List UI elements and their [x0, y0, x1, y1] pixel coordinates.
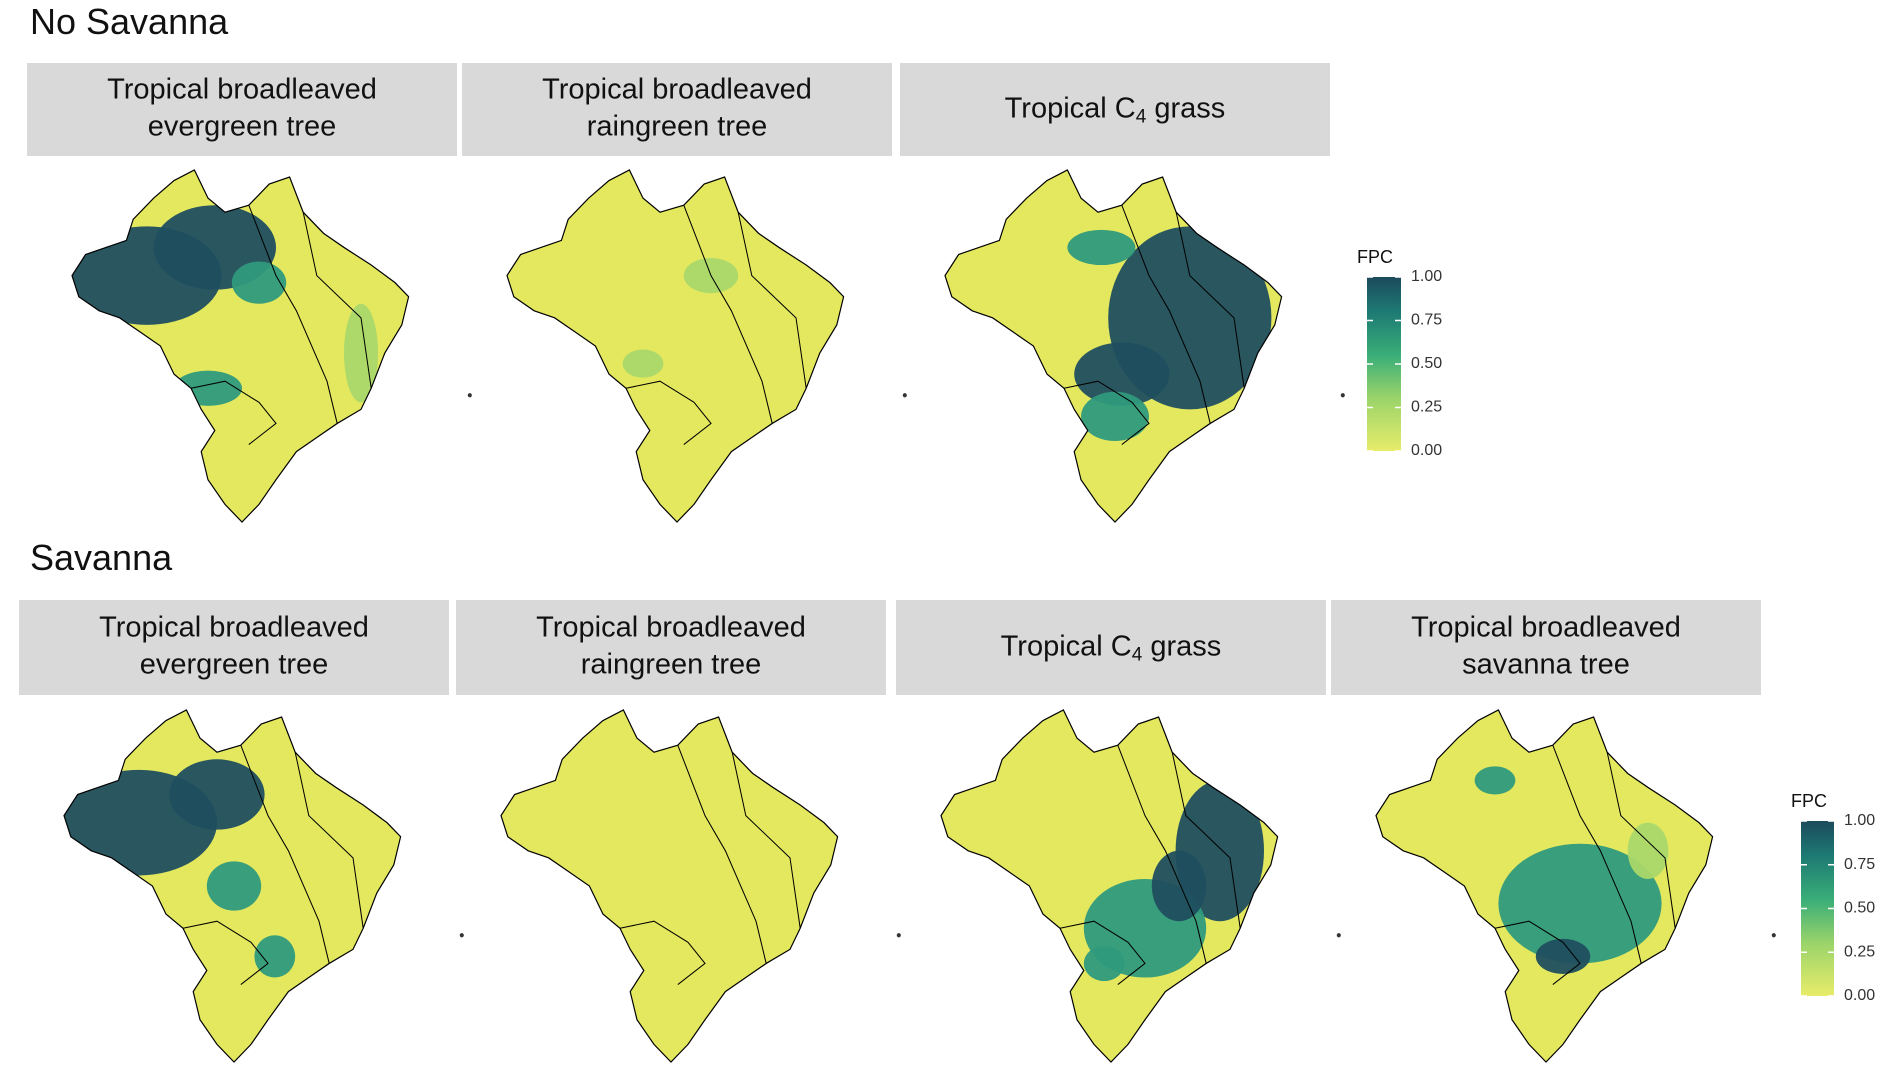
- map: [943, 168, 1345, 524]
- colorbar-title: FPC: [1791, 791, 1827, 811]
- panel-label: evergreen tree: [140, 649, 329, 681]
- panel-header: [896, 600, 1326, 695]
- island: [1336, 933, 1341, 938]
- map-region: [622, 349, 664, 378]
- map-region: [254, 935, 296, 978]
- map: [505, 168, 907, 524]
- map-border: [1606, 752, 1676, 929]
- map-border: [619, 920, 706, 985]
- map-fill: [64, 710, 401, 1062]
- section-title: No Savanna: [30, 1, 229, 42]
- panel-header: [462, 63, 892, 156]
- island: [902, 393, 907, 398]
- map-fill: [507, 170, 844, 522]
- map-region: [1081, 391, 1149, 442]
- colorbar-label: 0.75: [1411, 312, 1442, 329]
- section-title: Savanna: [30, 537, 173, 578]
- map-border: [737, 212, 807, 389]
- map: [62, 708, 464, 1064]
- label-text: Tropical C: [1001, 630, 1132, 662]
- panel-label: evergreen tree: [148, 111, 337, 143]
- panel-label: Tropical broadleaved: [1411, 612, 1681, 644]
- map-region: [1627, 822, 1669, 879]
- colorbar-label: 0.50: [1844, 900, 1875, 917]
- map-region: [1535, 938, 1591, 974]
- map: [939, 708, 1341, 1064]
- colorbar-label: 1.00: [1844, 812, 1875, 829]
- island: [467, 393, 472, 398]
- panel-header: [27, 63, 457, 156]
- map-fill: [1376, 710, 1713, 1062]
- label-tail: grass: [1146, 92, 1225, 124]
- colorbar-label: 0.00: [1844, 987, 1875, 1004]
- panel-label: Tropical C4 grass: [1005, 92, 1226, 127]
- map-fill: [72, 170, 409, 522]
- map-border: [683, 205, 773, 424]
- island: [896, 933, 901, 938]
- map-background: [501, 710, 838, 1062]
- map-border: [1117, 745, 1207, 964]
- map-border: [677, 745, 767, 964]
- map-fill: [501, 710, 838, 1062]
- map-border: [190, 380, 277, 445]
- panel-header: [1331, 600, 1761, 695]
- map-border: [302, 212, 372, 389]
- label-text: Tropical C: [1005, 92, 1136, 124]
- map-fill: [941, 710, 1278, 1062]
- map-region: [1498, 843, 1662, 964]
- map-border: [1063, 380, 1150, 445]
- panel-label: Tropical C4 grass: [1001, 630, 1222, 665]
- colorbar-label: 1.00: [1411, 268, 1442, 285]
- map: [70, 168, 472, 524]
- panel-header: [456, 600, 886, 695]
- colorbar-title: FPC: [1357, 247, 1393, 267]
- map-background: [507, 170, 844, 522]
- panel-label: raingreen tree: [587, 111, 768, 143]
- map-fill: [945, 170, 1282, 522]
- label-tail: grass: [1142, 630, 1221, 662]
- map-border: [731, 752, 801, 929]
- map-border: [1121, 205, 1211, 424]
- panel-label: Tropical broadleaved: [536, 612, 806, 644]
- panel-label: raingreen tree: [581, 649, 762, 681]
- label-subscript: 4: [1132, 645, 1143, 666]
- map-region: [231, 261, 287, 304]
- map-border: [1059, 920, 1146, 985]
- map-region: [1067, 229, 1136, 266]
- map-region: [1151, 850, 1207, 922]
- map-border: [1171, 752, 1241, 929]
- map-border: [248, 205, 338, 424]
- island: [459, 933, 464, 938]
- panel-label: Tropical broadleaved: [99, 612, 369, 644]
- map-border: [625, 380, 712, 445]
- map-region: [1074, 342, 1170, 406]
- label-subscript: 4: [1136, 107, 1147, 128]
- map-region: [174, 370, 242, 406]
- map-border: [1552, 745, 1642, 964]
- map-border: [240, 745, 330, 964]
- colorbar-label: 0.50: [1411, 355, 1442, 372]
- panel-label: Tropical broadleaved: [107, 74, 377, 106]
- map-region: [1474, 766, 1516, 795]
- map-border: [294, 752, 364, 929]
- map-region: [206, 861, 262, 911]
- map: [1374, 708, 1776, 1064]
- colorbar-label: 0.75: [1844, 856, 1875, 873]
- colorbar-label: 0.00: [1411, 442, 1442, 459]
- panel-header: [900, 63, 1330, 156]
- map: [499, 708, 901, 1064]
- map-region: [169, 759, 265, 830]
- island: [1340, 393, 1345, 398]
- island: [1771, 933, 1776, 938]
- panel-label: Tropical broadleaved: [542, 74, 812, 106]
- map-region: [1083, 945, 1125, 982]
- colorbar-label: 0.25: [1844, 943, 1875, 960]
- map-border: [1175, 212, 1245, 389]
- panel-header: [19, 600, 449, 695]
- colorbar-label: 0.25: [1411, 399, 1442, 416]
- panel-label: savanna tree: [1462, 649, 1630, 681]
- map-border: [1494, 920, 1581, 985]
- map-border: [182, 920, 269, 985]
